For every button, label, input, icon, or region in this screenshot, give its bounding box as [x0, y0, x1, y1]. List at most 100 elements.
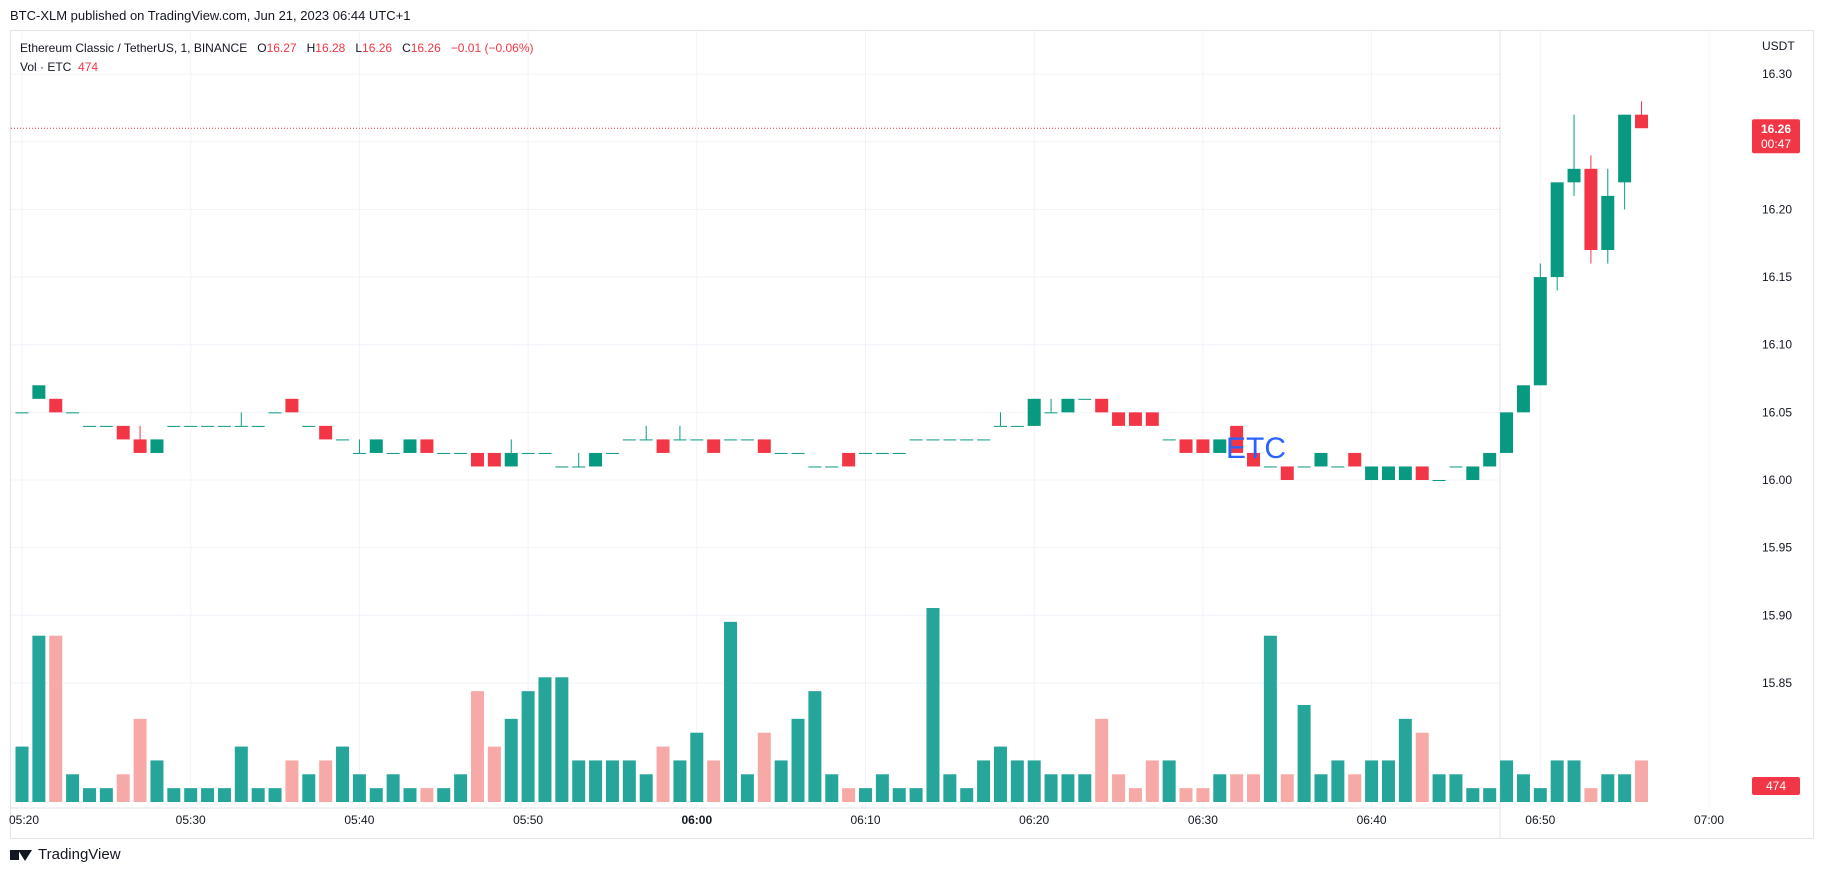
candle-body — [1432, 480, 1446, 481]
candle-body — [1533, 277, 1547, 386]
candle — [977, 439, 991, 441]
volume-bar — [622, 760, 636, 802]
last-price-badge — [1752, 119, 1800, 154]
volume-bar — [1162, 760, 1176, 802]
candle-body — [319, 425, 333, 440]
candle-body — [1297, 466, 1311, 468]
candle — [1010, 425, 1024, 427]
candle — [201, 425, 215, 427]
candle — [386, 452, 400, 454]
volume-bar — [201, 788, 215, 802]
change-value: −0.01 (−0.06%) — [450, 41, 534, 55]
candle — [842, 452, 856, 467]
symbol-description[interactable]: Ethereum Classic / TetherUS, 1, BINANCE — [20, 41, 248, 55]
volume-badge-label: 474 — [1766, 779, 1786, 793]
candle-body — [690, 439, 704, 441]
volume-bar — [639, 774, 653, 802]
low-value: 16.26 — [362, 41, 393, 55]
candle-body — [791, 452, 805, 454]
candle — [268, 412, 282, 414]
candle-body — [1112, 412, 1126, 426]
candle-body — [184, 425, 198, 427]
candle-body — [167, 425, 181, 427]
y-tick-label: 16.15 — [1762, 270, 1792, 284]
volume-bar — [1381, 760, 1395, 802]
candle — [184, 425, 198, 427]
volume-row: Vol · ETC 474 — [20, 58, 534, 77]
volume-bar — [808, 691, 822, 802]
candle — [859, 452, 872, 454]
volume-bar — [1500, 760, 1514, 802]
volume-bar — [319, 760, 333, 802]
candle-body — [842, 452, 856, 467]
candle-body — [133, 439, 147, 453]
x-tick-label: 06:30 — [1188, 813, 1218, 827]
volume-bar — [1061, 774, 1075, 802]
candle — [1044, 398, 1058, 414]
footer-brand[interactable]: TradingView — [10, 846, 121, 863]
candle-body — [1466, 466, 1480, 480]
candle-body — [859, 452, 872, 454]
candle-body — [234, 425, 248, 427]
candle-body — [875, 452, 889, 454]
candle — [1314, 452, 1328, 467]
last-price-label: 16.26 — [1761, 122, 1791, 136]
candle — [1145, 412, 1159, 426]
candle-body — [1314, 452, 1328, 467]
candle — [1601, 168, 1615, 264]
volume-bar — [993, 746, 1007, 802]
candle — [1500, 412, 1514, 453]
candle-body — [217, 425, 231, 427]
candle — [589, 452, 603, 467]
candle — [336, 439, 350, 441]
volume-bar — [386, 774, 400, 802]
volume-bar — [1483, 788, 1497, 802]
candle-body — [555, 466, 569, 468]
candle — [420, 439, 434, 453]
currency-label: USDT — [1762, 39, 1795, 53]
volume-bar — [49, 635, 63, 802]
chart-frame — [10, 30, 1814, 839]
volume-bar — [589, 760, 603, 802]
candle-body — [1061, 398, 1075, 413]
candle — [521, 452, 535, 454]
candle — [639, 425, 653, 441]
candle-body — [1280, 466, 1294, 480]
candle-body — [116, 425, 130, 440]
volume-bar — [859, 788, 872, 802]
candle-body — [1483, 452, 1497, 467]
candle — [673, 425, 687, 441]
volume-bar — [251, 788, 265, 802]
candle — [960, 439, 974, 441]
volume-bar — [1010, 760, 1024, 802]
candle — [217, 425, 231, 427]
candle-body — [32, 385, 46, 399]
volume-bar — [1449, 774, 1463, 802]
candle — [1550, 182, 1564, 291]
candle — [1027, 398, 1041, 426]
volume-bar — [960, 788, 974, 802]
candle — [487, 452, 501, 467]
volume-bar — [1348, 774, 1362, 802]
volume-bar — [268, 788, 282, 802]
candle-body — [285, 398, 299, 413]
close-label: C — [402, 41, 411, 55]
candle-body — [1381, 466, 1395, 480]
volume-bar — [724, 621, 738, 802]
candle-body — [1348, 452, 1362, 467]
brand-text: TradingView — [38, 846, 121, 863]
candle-body — [470, 452, 484, 467]
candle — [825, 466, 839, 468]
volume-bar — [673, 760, 687, 802]
candle-body — [302, 425, 316, 427]
candle-body — [943, 439, 957, 441]
volume-value: 474 — [78, 60, 99, 74]
volume-bar — [825, 774, 839, 802]
candle-body — [1365, 466, 1379, 480]
candle — [1263, 466, 1277, 468]
volume-label[interactable]: Vol · ETC — [20, 60, 72, 74]
volume-bar — [99, 788, 113, 802]
candle-body — [454, 452, 468, 454]
candle — [99, 425, 113, 427]
